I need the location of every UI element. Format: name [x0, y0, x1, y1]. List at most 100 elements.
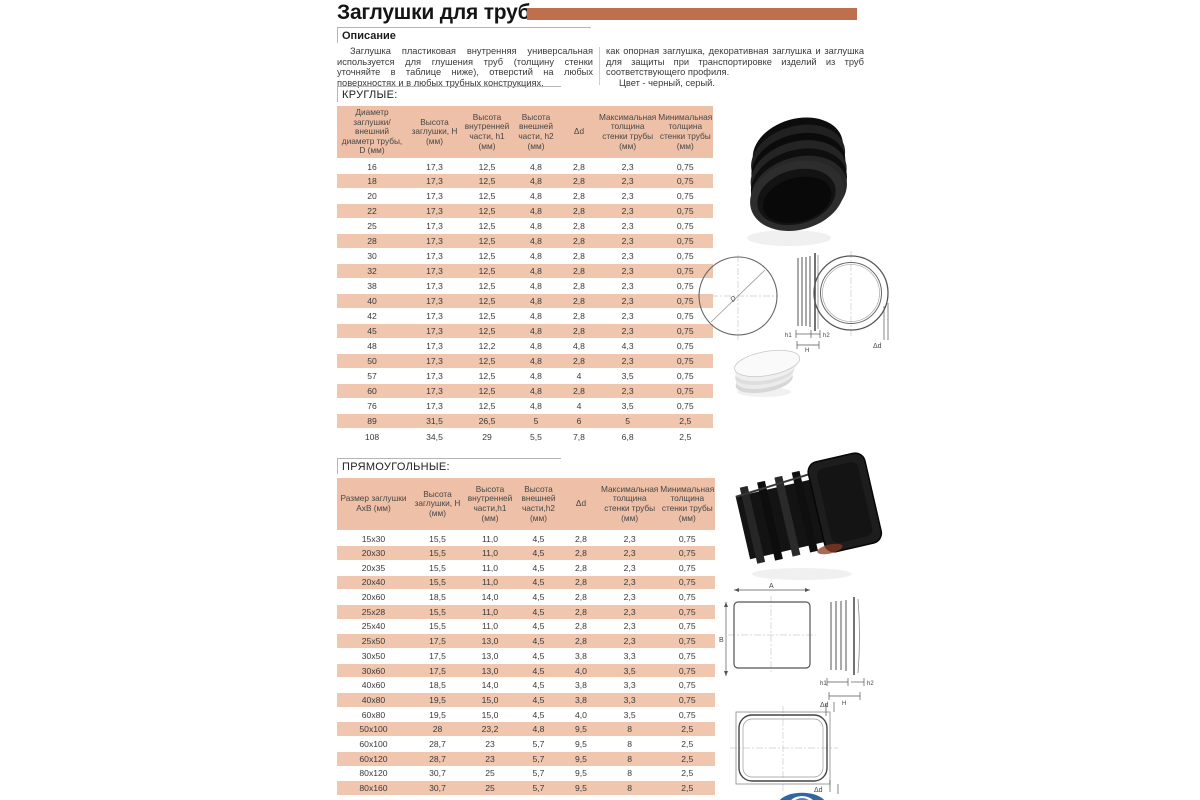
table-cell: 11,0 [481, 621, 499, 632]
table-row: 25х28 15,5 11,0 4,5 2,8 2,3 0,75 [337, 603, 716, 620]
table-cell: 29 [482, 431, 492, 442]
table-cell: 12,2 [478, 341, 496, 352]
table-cell: 0,75 [678, 709, 696, 720]
table-cell: 80х160 [337, 780, 410, 796]
column-header: Минимальная толщина стенки трубы (мм) [659, 478, 716, 532]
table-row: 40х80 19,5 15,0 4,5 3,8 3,3 0,75 [337, 692, 716, 708]
table-cell: 22 [337, 203, 407, 220]
table-cell: 18 [337, 173, 407, 190]
table-cell: 25х50 [337, 633, 410, 649]
table-cell: 13,0 [481, 650, 499, 661]
table-row: 16 17,3 12,5 4,8 2,8 2,3 0,75 [337, 159, 713, 174]
table-cell: 12,5 [478, 251, 496, 262]
table-cell: 12,5 [478, 191, 496, 202]
table-row: 42 17,3 12,5 4,8 2,8 2,3 0,75 [337, 309, 713, 324]
table-cell: 3,3 [623, 650, 636, 661]
table-cell: 23 [465, 750, 515, 767]
table-cell: 4,5 [532, 621, 545, 632]
column-header: Максимальная толщина стенки трубы (мм) [600, 478, 660, 532]
table-cell: 4,5 [515, 692, 562, 708]
table-cell: 3,8 [562, 692, 600, 708]
table-cell: 0,75 [678, 533, 696, 544]
table-row: 20х30 15,5 11,0 4,5 2,8 2,3 0,75 [337, 545, 716, 561]
table-cell: 2,8 [562, 574, 600, 591]
table-cell: 2,8 [573, 311, 585, 322]
description-color-note: Цвет - черный, серый. [619, 78, 715, 89]
table-cell: 0,75 [657, 263, 714, 280]
rect-section: ПРЯМОУГОЛЬНЫЕ: Размер заглушки АхВ (мм) В… [337, 458, 716, 796]
table-cell: 3,5 [623, 709, 636, 720]
table-cell: 4,5 [515, 545, 562, 561]
table-cell: 2,3 [598, 173, 658, 190]
table-row: 18 17,3 12,5 4,8 2,8 2,3 0,75 [337, 173, 714, 190]
description-text-left: Заглушка пластиковая внутренняя универса… [337, 46, 593, 89]
table-cell: 4,0 [575, 709, 587, 720]
table-cell: 0,75 [676, 341, 694, 352]
table-cell: 48 [367, 341, 377, 352]
table-cell: 4,5 [532, 533, 545, 544]
table-cell: 2,8 [573, 191, 585, 202]
table-cell: 2,3 [621, 251, 634, 262]
table-cell: 17,3 [426, 251, 443, 262]
rect-plug-photo [722, 450, 887, 585]
table-row: 28 17,3 12,5 4,8 2,8 2,3 0,75 [337, 233, 714, 250]
table-cell: 40 [337, 293, 407, 310]
table-row: 80х120 30,7 25 5,7 9,5 8 2,5 [337, 766, 715, 781]
table-cell: 25 [367, 221, 377, 232]
table-cell: 8 [627, 738, 633, 749]
table-cell: 0,75 [657, 323, 714, 340]
table-cell: 17,3 [426, 401, 443, 412]
table-cell: 17,3 [426, 191, 443, 202]
column-header: Высота заглушки, Н (мм) [407, 106, 462, 160]
table-cell: 12,5 [478, 221, 496, 232]
table-row: 60 17,3 12,5 4,8 2,8 2,3 0,75 [337, 383, 714, 400]
table-cell: 11,0 [465, 603, 515, 620]
table-row: 45 17,3 12,5 4,8 2,8 2,3 0,75 [337, 323, 714, 340]
table-cell: 8 [600, 780, 660, 796]
table-cell: 3,8 [575, 650, 587, 661]
table-cell: 2,3 [623, 562, 636, 573]
table-cell: 2,5 [681, 738, 694, 749]
table-cell: 4,8 [512, 323, 560, 340]
table-cell: 15,0 [465, 692, 515, 708]
title-accent-bar [527, 8, 857, 20]
table-cell: 20х60 [361, 592, 386, 603]
label-B: B [719, 637, 724, 644]
table-cell: 0,75 [659, 603, 716, 620]
table-cell: 4,8 [512, 233, 560, 250]
table-cell: 2,8 [575, 533, 587, 544]
table-cell: 2,5 [659, 750, 716, 767]
table-row: 38 17,3 12,5 4,8 2,8 2,3 0,75 [337, 279, 713, 294]
table-cell: 17,3 [426, 161, 443, 172]
table-header-row: Диаметр заглушки/ внешний диаметр трубы,… [337, 106, 714, 160]
table-cell: 2,3 [600, 633, 660, 649]
table-cell: 4,0 [562, 662, 600, 679]
table-cell: 2,8 [560, 233, 598, 250]
table-cell: 12,5 [462, 233, 512, 250]
table-cell: 50 [337, 353, 407, 370]
table-cell: 60х80 [361, 709, 386, 720]
rect-dd-diagram: Δd Δd [726, 698, 850, 794]
table-row: 60х120 28,7 23 5,7 9,5 8 2,5 [337, 750, 716, 767]
table-row: 20х35 15,5 11,0 4,5 2,8 2,3 0,75 [337, 560, 715, 575]
table-cell: 19,5 [410, 692, 465, 708]
table-row: 40 17,3 12,5 4,8 2,8 2,3 0,75 [337, 293, 714, 310]
table-cell: 13,0 [465, 662, 515, 679]
round-plug-photo [715, 98, 870, 256]
table-cell: 60х100 [359, 738, 388, 749]
label-h2: h2 [823, 333, 830, 339]
table-cell: 12,5 [462, 353, 512, 370]
table-cell: 45 [337, 323, 407, 340]
table-cell: 5,5 [530, 431, 542, 442]
round-diagram-image: D h1 h2 H Δd [698, 251, 889, 354]
table-cell: 17,3 [426, 281, 443, 292]
table-cell: 2,3 [598, 203, 658, 220]
table-cell: 12,5 [478, 281, 496, 292]
table-cell: 4,5 [532, 680, 545, 691]
table-cell: 28,7 [410, 750, 465, 767]
column-header: Высота внутренней части, h1 (мм) [462, 106, 512, 160]
table-cell: 5,7 [515, 780, 562, 796]
table-cell: 28 [337, 233, 407, 250]
table-cell: 4,5 [515, 633, 562, 649]
table-cell: 2,8 [560, 293, 598, 310]
